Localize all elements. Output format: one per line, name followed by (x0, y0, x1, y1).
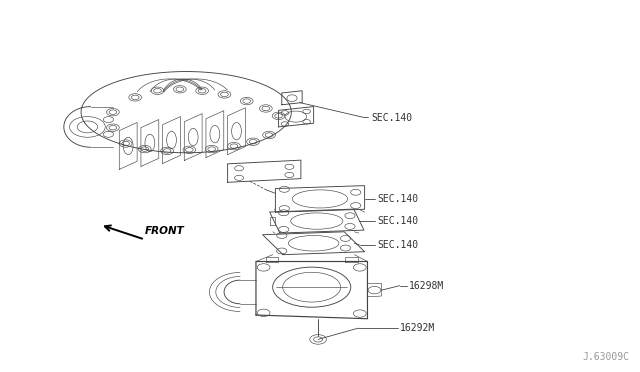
Text: SEC.140: SEC.140 (378, 240, 419, 250)
Text: SEC.140: SEC.140 (378, 194, 419, 204)
Text: FRONT: FRONT (145, 226, 184, 236)
Text: 16292M: 16292M (399, 323, 435, 333)
Text: SEC.140: SEC.140 (371, 113, 412, 123)
Text: 16298M: 16298M (409, 281, 444, 291)
Text: J.63009C: J.63009C (582, 353, 629, 362)
Text: SEC.140: SEC.140 (378, 216, 419, 226)
